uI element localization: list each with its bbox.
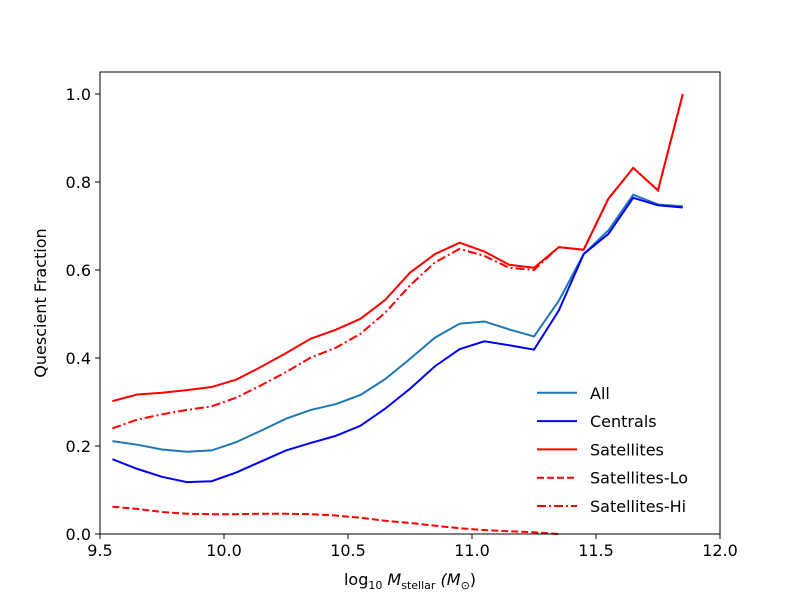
series-line <box>112 505 559 535</box>
series-line <box>112 93 684 430</box>
legend-label: Satellites <box>590 440 664 459</box>
legend-label: Satellites-Hi <box>590 497 686 516</box>
series-line <box>112 93 684 403</box>
x-tick-label: 9.5 <box>87 541 112 560</box>
y-axis-label: Quescient Fraction <box>31 228 50 377</box>
x-axis-label-part: (M <box>435 570 460 589</box>
y-tick-label: 0.4 <box>66 349 91 368</box>
x-tick-label: 10.0 <box>206 541 242 560</box>
x-axis-label-part: stellar <box>401 579 436 592</box>
x-axis-label-part: ) <box>470 570 476 589</box>
plot-frame <box>99 71 721 535</box>
legend-label: Satellites-Lo <box>590 469 688 488</box>
x-tick-label: 10.5 <box>330 541 366 560</box>
legend-label: All <box>590 384 610 403</box>
y-tick-label: 0.6 <box>66 261 91 280</box>
y-tick-label: 0.0 <box>66 525 91 544</box>
x-axis-label-part: 10 <box>368 579 382 592</box>
x-axis-label-part: ⊙ <box>461 579 470 592</box>
x-axis-label-part: log <box>344 570 368 589</box>
x-axis-label: log10 Mstellar (M⊙) <box>344 570 476 592</box>
x-axis-label-part: M <box>382 570 401 589</box>
x-tick-label: 11.0 <box>454 541 490 560</box>
y-tick-label: 1.0 <box>66 85 91 104</box>
y-tick-label: 0.8 <box>66 173 91 192</box>
series-line <box>112 196 683 484</box>
y-tick-label: 0.2 <box>66 437 91 456</box>
legend-label: Centrals <box>590 412 657 431</box>
x-tick-label: 12.0 <box>702 541 738 560</box>
x-tick-label: 11.5 <box>578 541 614 560</box>
